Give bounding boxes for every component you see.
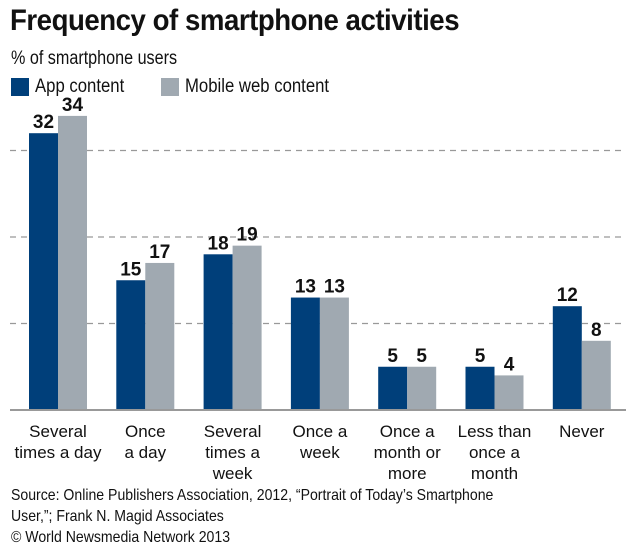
bar-value-label: 5 [475, 346, 486, 367]
bar-value-label: 5 [387, 346, 398, 367]
category-label: a day [125, 443, 167, 462]
chart-subtitle: % of smartphone users [11, 48, 178, 69]
category-label: Once [125, 422, 166, 441]
category-label: Less than [458, 422, 532, 441]
category-label: Once a [380, 422, 435, 441]
category-label: Never [559, 422, 605, 441]
bar-web-0 [58, 115, 87, 411]
category-label: once a [469, 443, 521, 462]
bar-app-1 [116, 280, 146, 410]
legend-label-web: Mobile web content [185, 76, 330, 97]
bar-value-label: 15 [120, 259, 142, 280]
category-label: Several [29, 422, 87, 441]
bar-web-4 [407, 366, 437, 410]
chart-title: Frequency of smartphone activities [10, 4, 460, 37]
bar-app-6 [552, 306, 582, 410]
bar-app-0 [29, 133, 58, 410]
bar-app-5 [465, 366, 495, 410]
legend-swatch-web [161, 78, 179, 96]
legend-item-web: Mobile web content [161, 76, 349, 98]
category-label: Once a [292, 422, 347, 441]
footer: Source: Online Publishers Association, 2… [11, 485, 493, 548]
category-label: times a [205, 443, 260, 462]
bar-value-label: 13 [324, 277, 345, 298]
category-label: month or [374, 443, 441, 462]
legend-label-app: App content [35, 76, 125, 97]
bar-value-label: 5 [416, 346, 427, 367]
copyright: © World Newsmedia Network 2013 [11, 529, 231, 546]
source-line-1: Source: Online Publishers Association, 2… [11, 487, 494, 504]
bar-value-label: 18 [208, 233, 229, 254]
category-label: more [388, 464, 427, 483]
bar-web-3 [319, 297, 349, 410]
bar-value-label: 13 [295, 277, 316, 298]
category-label: Several [204, 422, 262, 441]
bar-web-1 [145, 262, 175, 410]
bar-value-label: 8 [591, 320, 602, 341]
category-label: month [471, 464, 518, 483]
bar-app-4 [378, 366, 408, 410]
bar-web-2 [232, 245, 262, 410]
category-label: week [212, 464, 253, 483]
bar-web-5 [494, 375, 524, 410]
category-label: week [299, 443, 340, 462]
bar-app-2 [203, 254, 233, 410]
bar-app-3 [290, 297, 320, 410]
source-line-2: User,”; Frank N. Magid Associates [11, 508, 224, 525]
bar-web-6 [581, 340, 611, 410]
legend-item-app: App content [11, 76, 136, 98]
bar-value-label: 17 [149, 242, 170, 263]
bar-value-label: 19 [237, 225, 258, 246]
bar-value-label: 32 [33, 112, 54, 133]
bar-value-label: 12 [557, 285, 578, 306]
bar-value-label: 4 [504, 354, 515, 375]
legend-swatch-app [11, 78, 29, 96]
bar-value-label: 34 [62, 95, 84, 116]
category-label: times a day [15, 443, 102, 462]
